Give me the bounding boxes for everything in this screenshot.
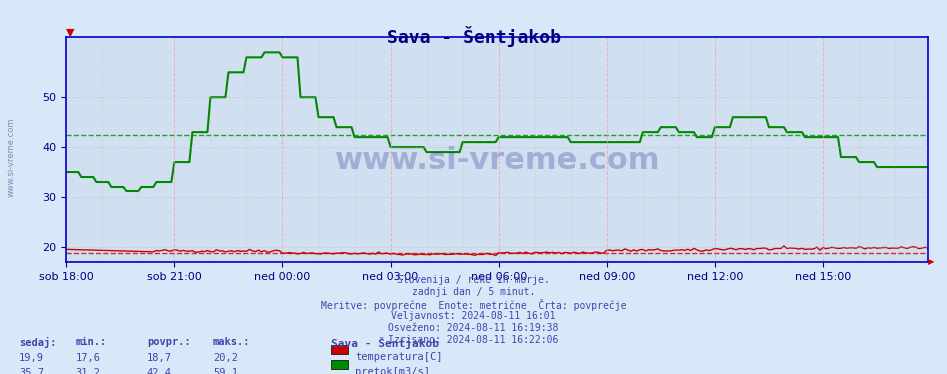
Text: ▶: ▶ [928,257,935,266]
Text: Osveženo: 2024-08-11 16:19:38: Osveženo: 2024-08-11 16:19:38 [388,323,559,333]
Text: sedaj:: sedaj: [19,337,57,347]
Text: Meritve: povprečne  Enote: metrične  Črta: povprečje: Meritve: povprečne Enote: metrične Črta:… [321,299,626,311]
Text: maks.:: maks.: [213,337,251,347]
Text: Veljavnost: 2024-08-11 16:01: Veljavnost: 2024-08-11 16:01 [391,311,556,321]
Text: povpr.:: povpr.: [147,337,190,347]
Text: ▼: ▼ [66,27,75,37]
Text: zadnji dan / 5 minut.: zadnji dan / 5 minut. [412,287,535,297]
Text: 59,1: 59,1 [213,368,238,374]
Text: 42,4: 42,4 [147,368,171,374]
Text: min.:: min.: [76,337,107,347]
Text: Sava - Šentjakob: Sava - Šentjakob [386,26,561,47]
Text: temperatura[C]: temperatura[C] [355,352,442,362]
Text: 35,7: 35,7 [19,368,44,374]
Text: pretok[m3/s]: pretok[m3/s] [355,367,430,374]
Text: www.si-vreme.com: www.si-vreme.com [334,146,660,175]
Text: Slovenija / reke in morje.: Slovenija / reke in morje. [397,275,550,285]
Text: 18,7: 18,7 [147,353,171,364]
Text: Izrisano: 2024-08-11 16:22:06: Izrisano: 2024-08-11 16:22:06 [388,335,559,345]
Text: 17,6: 17,6 [76,353,100,364]
Text: 20,2: 20,2 [213,353,238,364]
Text: www.si-vreme.com: www.si-vreme.com [7,117,16,197]
Text: Sava - Šentjakob: Sava - Šentjakob [331,337,439,349]
Text: 19,9: 19,9 [19,353,44,364]
Text: 31,2: 31,2 [76,368,100,374]
